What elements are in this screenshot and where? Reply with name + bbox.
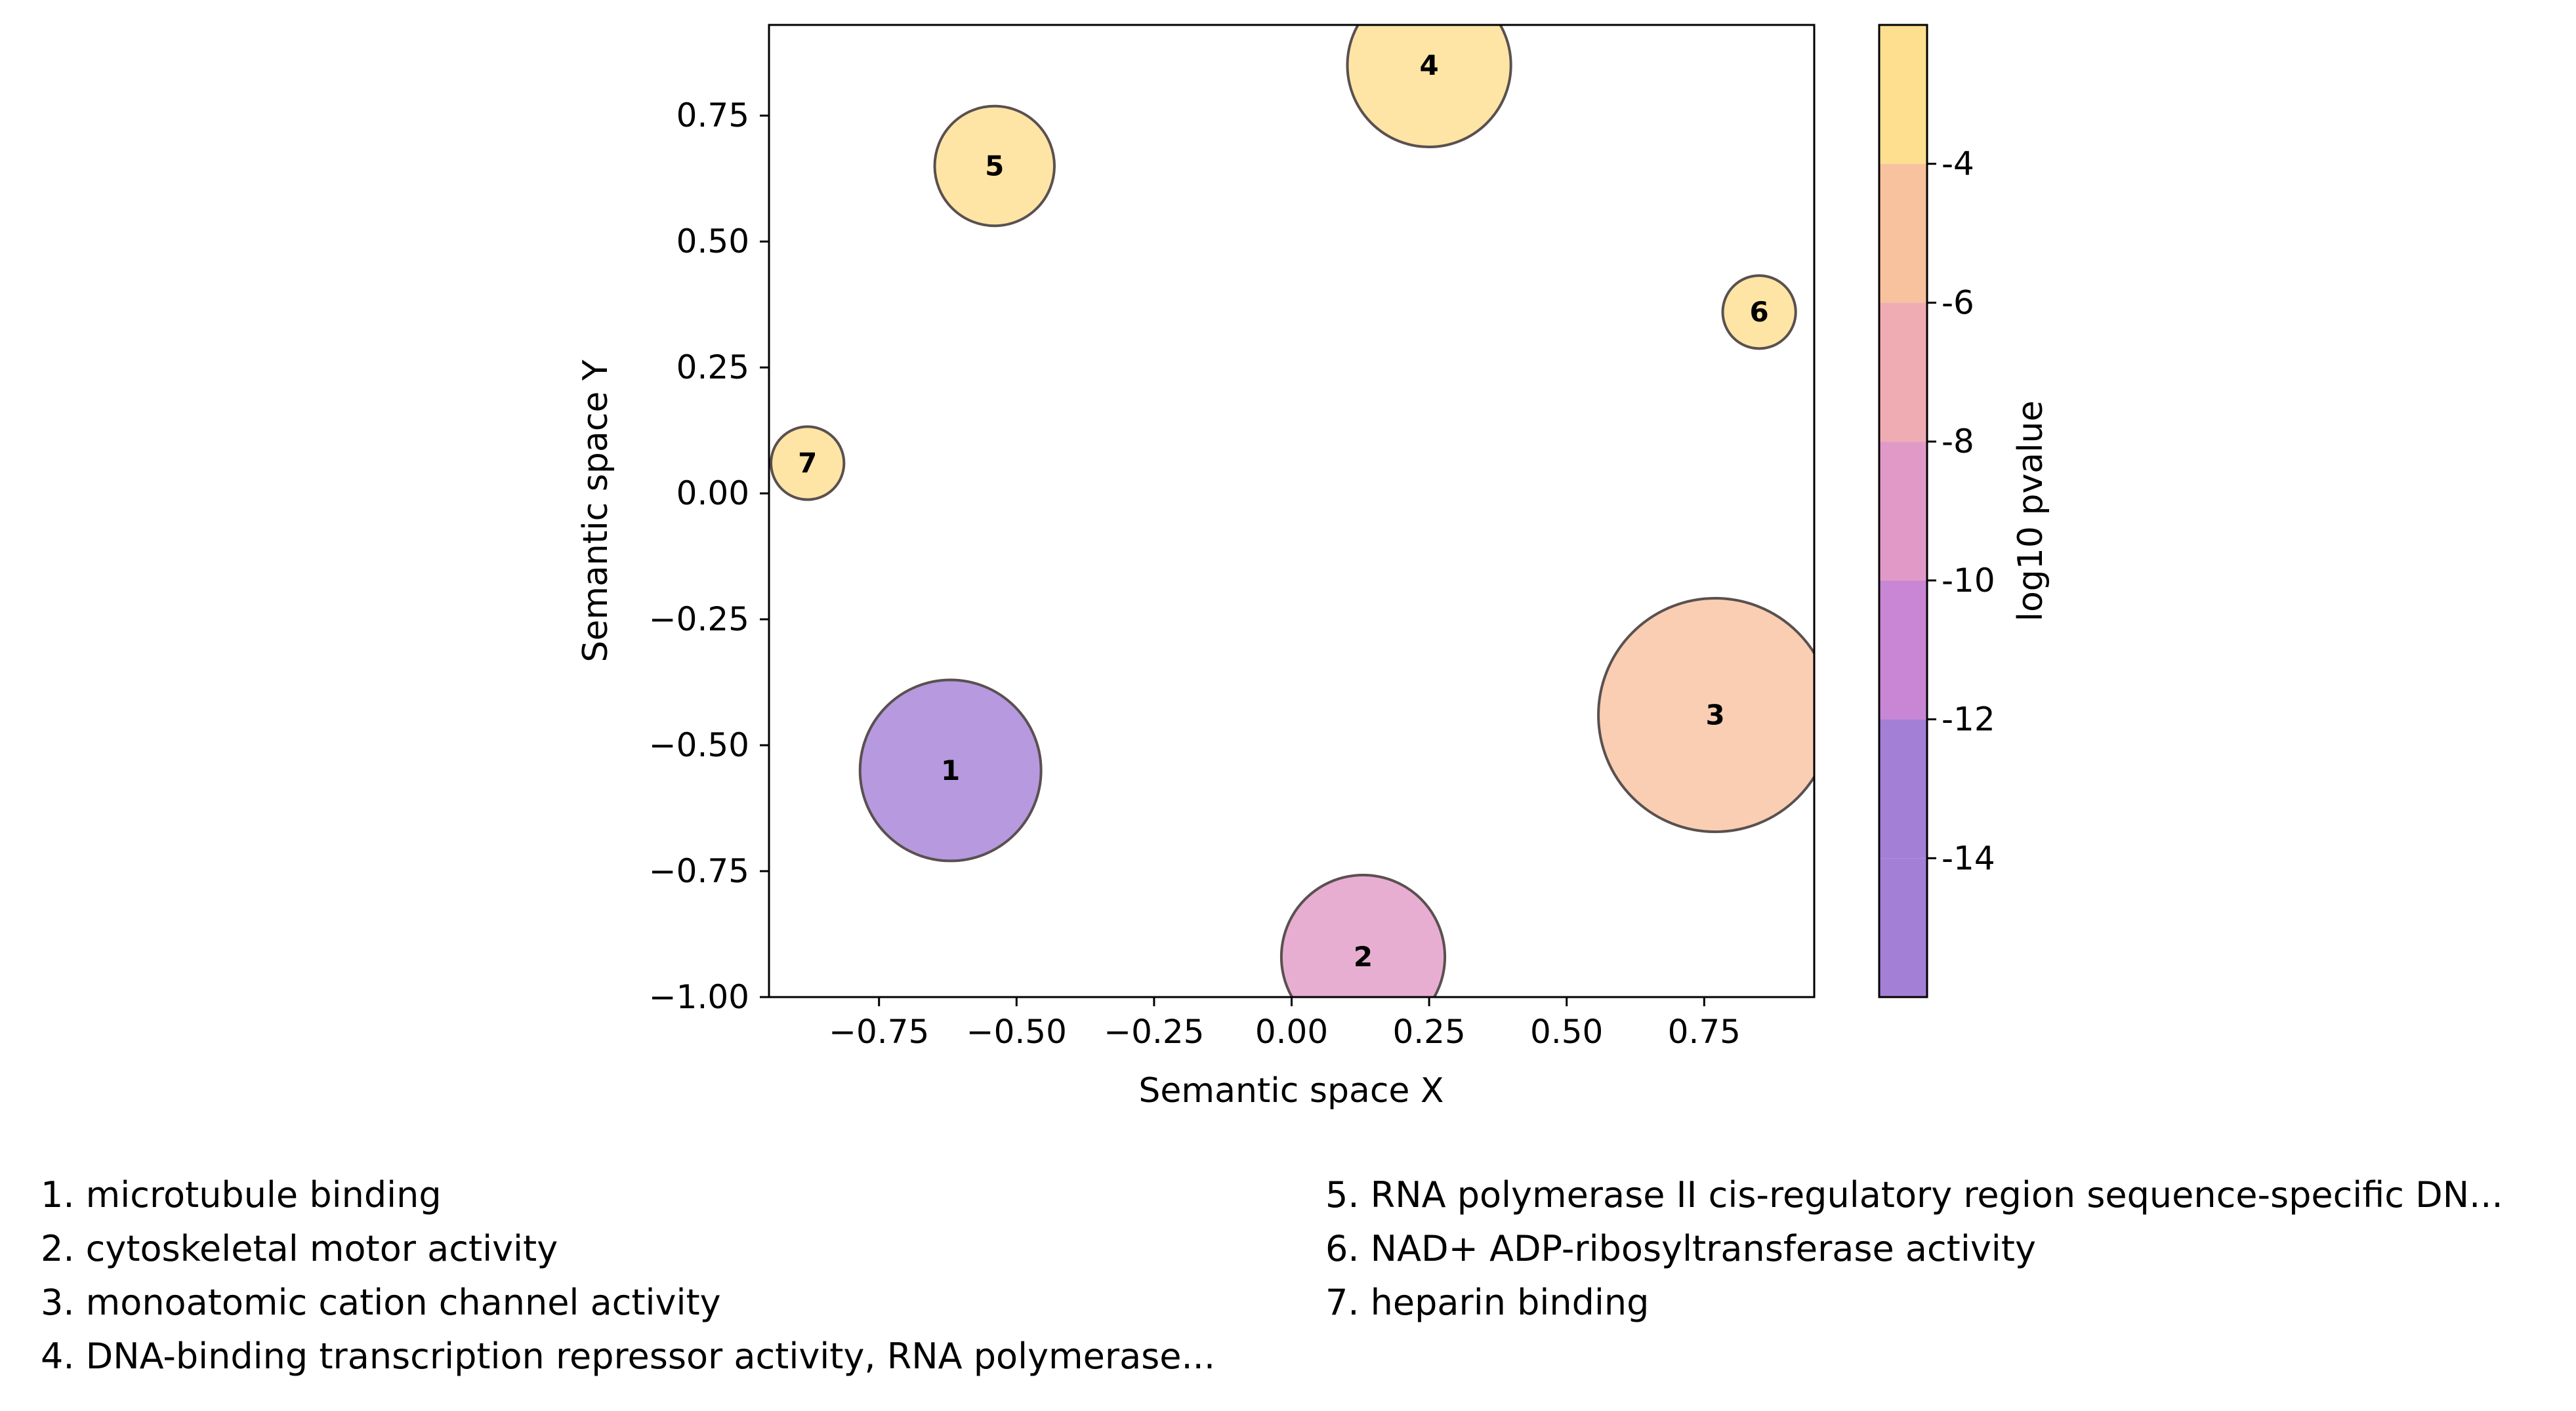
bubble-label-3: 3 — [1705, 699, 1724, 731]
colorbar-band — [1879, 441, 1927, 581]
colorbar-band — [1879, 25, 1927, 164]
colorbar-band — [1879, 719, 1927, 859]
y-tick-label: 0.25 — [676, 348, 749, 386]
x-tick-label: 0.50 — [1530, 1013, 1603, 1051]
colorbar-title: log10 pvalue — [2011, 400, 2050, 621]
y-tick-label: −0.25 — [649, 600, 749, 638]
bubble-label-6: 6 — [1750, 296, 1769, 328]
colorbar-tick-label: -14 — [1942, 839, 1995, 877]
bubble-label-5: 5 — [985, 150, 1004, 182]
colorbar-band — [1879, 580, 1927, 720]
x-axis-title: Semantic space X — [1138, 1071, 1444, 1111]
colorbar-band — [1879, 302, 1927, 442]
y-tick-label: −0.50 — [649, 726, 749, 764]
legend-item: 1. microtubule binding — [41, 1174, 442, 1216]
colorbar-frame — [1878, 24, 1928, 998]
bubble-1 — [858, 678, 1043, 863]
bubble-label-4: 4 — [1419, 49, 1438, 81]
colorbar-tick-label: -8 — [1942, 422, 1974, 460]
x-tick-label: −0.25 — [1104, 1013, 1204, 1051]
legend-item: 6. NAD+ ADP-ribosyltransferase activity — [1325, 1228, 2036, 1269]
x-tick-label: 0.75 — [1668, 1013, 1741, 1051]
bubble-5 — [933, 104, 1056, 228]
x-tick-label: −0.50 — [966, 1013, 1067, 1051]
y-tick-label: 0.00 — [676, 474, 749, 512]
x-tick-label: 0.00 — [1255, 1013, 1328, 1051]
bubble-4 — [1346, 25, 1512, 148]
x-tick-label: −0.75 — [829, 1013, 929, 1051]
legend-item: 7. heparin binding — [1325, 1282, 1650, 1323]
bubble-label-2: 2 — [1354, 941, 1373, 973]
legend-item: 3. monoatomic cation channel activity — [41, 1282, 721, 1323]
bubble-label-7: 7 — [798, 447, 817, 480]
colorbar-tick-label: -6 — [1942, 283, 1974, 321]
y-tick-label: 0.50 — [676, 222, 749, 260]
y-axis-title: Semantic space Y — [576, 359, 615, 663]
bubble-6 — [1721, 274, 1797, 350]
legend-item: 2. cytoskeletal motor activity — [41, 1228, 558, 1269]
y-tick-label: −1.00 — [649, 978, 749, 1016]
bubble-3 — [1597, 597, 1814, 833]
x-tick-label: 0.25 — [1392, 1013, 1465, 1051]
colorbar-tick-label: -4 — [1942, 145, 1974, 183]
y-tick-label: 0.75 — [676, 96, 749, 134]
bubble-label-1: 1 — [941, 754, 960, 787]
bubble-2 — [1279, 874, 1447, 997]
legend-item: 5. RNA polymerase II cis-regulatory regi… — [1325, 1174, 2503, 1216]
legend-item: 4. DNA-binding transcription repressor a… — [41, 1336, 1216, 1377]
colorbar-tick-label: -12 — [1942, 701, 1995, 739]
y-tick-label: −0.75 — [649, 852, 749, 890]
bubble-7 — [770, 425, 846, 501]
colorbar-band — [1879, 163, 1927, 303]
colorbar-tick-label: -10 — [1942, 562, 1995, 600]
colorbar-band — [1879, 858, 1927, 997]
